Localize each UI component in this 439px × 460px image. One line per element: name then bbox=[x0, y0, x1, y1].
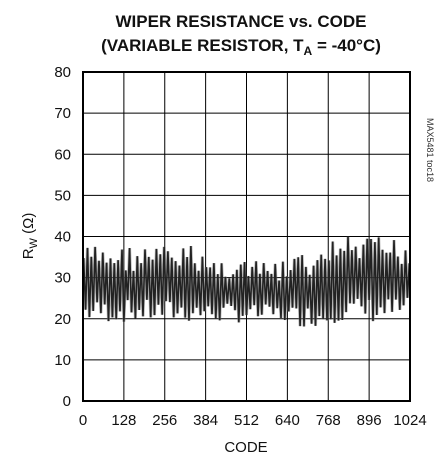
grid bbox=[83, 72, 410, 401]
x-tick-label: 640 bbox=[275, 412, 300, 429]
y-tick-label: 30 bbox=[54, 270, 71, 287]
y-axis-label: RW (Ω) bbox=[20, 213, 40, 260]
y-axis-label-main: R bbox=[20, 248, 37, 259]
x-tick-label: 384 bbox=[193, 412, 218, 429]
x-axis-label: CODE bbox=[224, 439, 267, 456]
y-tick-labels: 0 10 20 30 40 50 60 70 80 bbox=[54, 64, 71, 410]
y-tick-label: 0 bbox=[63, 393, 71, 410]
chart-title-line2: (VARIABLE RESISTOR, TA = -40°C) bbox=[101, 36, 381, 58]
trace-line bbox=[82, 236, 411, 327]
y-tick-label: 60 bbox=[54, 146, 71, 163]
x-tick-label: 512 bbox=[234, 412, 259, 429]
y-tick-label: 20 bbox=[54, 311, 71, 328]
chart-title-line1: WIPER RESISTANCE vs. CODE bbox=[116, 12, 367, 31]
plot-frame bbox=[82, 71, 411, 402]
y-tick-label: 80 bbox=[54, 64, 71, 81]
y-axis-label-unit: (Ω) bbox=[20, 213, 37, 238]
y-tick-label: 40 bbox=[54, 229, 71, 246]
watermark-label: MAX5481 toc18 bbox=[425, 118, 435, 182]
x-tick-labels: 0 128 256 384 512 640 768 896 1024 bbox=[79, 412, 427, 429]
y-tick-label: 50 bbox=[54, 187, 71, 204]
y-axis-label-sub: W bbox=[28, 237, 40, 248]
y-tick-label: 70 bbox=[54, 105, 71, 122]
x-tick-label: 256 bbox=[152, 412, 177, 429]
data-trace bbox=[82, 236, 411, 327]
y-tick-label: 10 bbox=[54, 352, 71, 369]
x-tick-label: 128 bbox=[111, 412, 136, 429]
chart-title-line2-sub: A bbox=[304, 44, 313, 58]
x-tick-label: 768 bbox=[316, 412, 341, 429]
x-tick-label: 896 bbox=[357, 412, 382, 429]
chart-title-line2-post: = -40°C) bbox=[312, 36, 381, 55]
chart-title-line2-pre: (VARIABLE RESISTOR, T bbox=[101, 36, 304, 55]
x-tick-label: 0 bbox=[79, 412, 87, 429]
x-tick-label: 1024 bbox=[393, 412, 426, 429]
